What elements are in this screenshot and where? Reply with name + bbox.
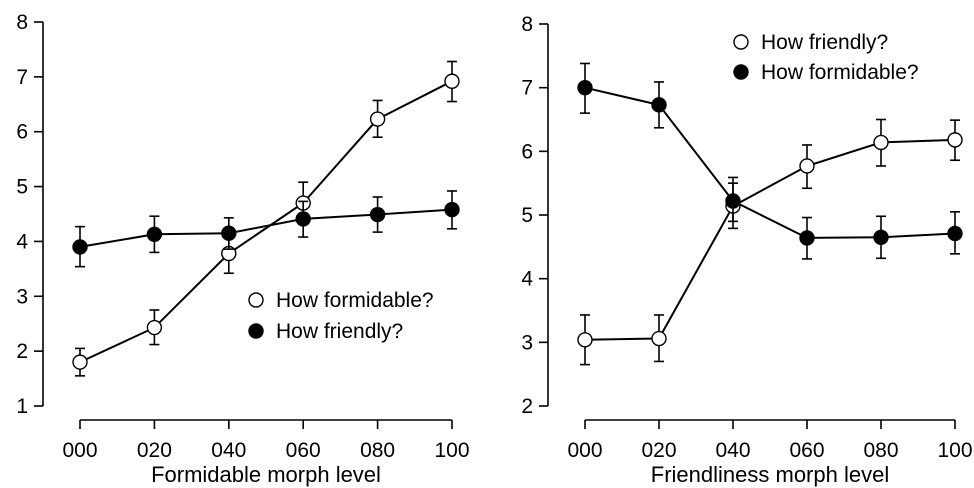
data-point — [146, 319, 163, 336]
y-tick-label: 8 — [521, 13, 533, 36]
y-tick-label: 6 — [521, 140, 533, 163]
x-axis: 000 020 040 060 080 100 — [62, 419, 470, 462]
x-tick-label: 100 — [434, 439, 469, 462]
legend-marker — [733, 64, 749, 80]
data-point — [873, 134, 889, 151]
y-tick-label: 7 — [16, 66, 28, 89]
y-tick-label: 6 — [16, 121, 28, 144]
legend-label: How friendly? — [276, 320, 403, 343]
data-point — [369, 111, 386, 127]
legend-entry: How formidable? — [248, 289, 434, 312]
legend-marker — [248, 292, 264, 308]
right-chart-panel: 2 3 4 5 6 7 8 000 020 040 060 080 100 Friendliness mo… — [521, 13, 972, 487]
x-tick-label: 040 — [715, 439, 750, 462]
series-filled — [577, 62, 963, 260]
x-tick-label: 100 — [937, 439, 972, 462]
x-tick-label: 000 — [567, 439, 602, 462]
legend-marker — [733, 34, 749, 50]
data-point — [72, 239, 88, 255]
legend-label: How formidable? — [761, 61, 919, 84]
legend-entry: How friendly? — [733, 31, 888, 54]
y-tick-label: 4 — [521, 268, 533, 291]
y-tick-label: 5 — [16, 176, 28, 199]
series-line — [584, 86, 956, 239]
data-point — [651, 97, 667, 113]
y-tick-label: 4 — [16, 230, 28, 253]
y-axis: 1 2 3 4 5 6 7 8 — [16, 11, 44, 418]
data-point — [444, 201, 460, 218]
data-point — [873, 229, 889, 245]
y-tick-label: 1 — [16, 395, 28, 418]
series-line — [79, 80, 453, 364]
series-line — [584, 138, 956, 341]
data-point — [577, 79, 593, 96]
x-tick-label: 080 — [863, 439, 898, 462]
data-point — [221, 225, 237, 241]
data-point — [947, 132, 963, 148]
data-point — [725, 193, 741, 209]
data-point — [444, 73, 460, 89]
series-open — [577, 118, 963, 366]
y-tick-label: 3 — [521, 331, 533, 354]
x-axis: 000 020 040 060 080 100 — [567, 419, 973, 462]
x-axis-title: Friendliness morph level — [651, 462, 889, 487]
x-tick-label: 040 — [211, 439, 246, 462]
series-line — [79, 208, 453, 248]
data-point — [146, 226, 163, 242]
left-chart-panel: 1 2 3 4 5 6 7 8 000 020 040 060 080 100 Formidable mor… — [16, 11, 469, 487]
data-point — [799, 230, 815, 246]
x-tick-label: 080 — [360, 439, 395, 462]
data-point — [651, 330, 667, 347]
data-point — [947, 225, 963, 242]
x-axis-title: Formidable morph level — [151, 462, 381, 487]
y-tick-label: 2 — [521, 395, 533, 418]
data-point — [799, 158, 815, 174]
x-tick-label: 020 — [641, 439, 676, 462]
y-tick-label: 5 — [521, 204, 533, 227]
data-point — [577, 332, 593, 348]
y-tick-label: 3 — [16, 285, 28, 308]
legend-marker — [248, 323, 264, 339]
legend-entry: How formidable? — [733, 61, 919, 84]
legend-label: How friendly? — [761, 31, 888, 54]
x-tick-label: 000 — [62, 439, 97, 462]
data-point — [72, 354, 88, 370]
x-tick-label: 060 — [286, 439, 321, 462]
x-tick-label: 060 — [789, 439, 824, 462]
x-tick-label: 020 — [137, 439, 172, 462]
series-filled — [72, 190, 460, 268]
y-tick-label: 2 — [16, 340, 28, 363]
data-point — [295, 211, 311, 227]
y-tick-label: 8 — [16, 11, 28, 34]
y-axis: 2 3 4 5 6 7 8 — [521, 13, 549, 418]
data-point — [369, 206, 386, 223]
legend-entry: How friendly? — [248, 320, 403, 343]
legend-label: How formidable? — [276, 289, 434, 312]
y-tick-label: 7 — [521, 77, 533, 100]
